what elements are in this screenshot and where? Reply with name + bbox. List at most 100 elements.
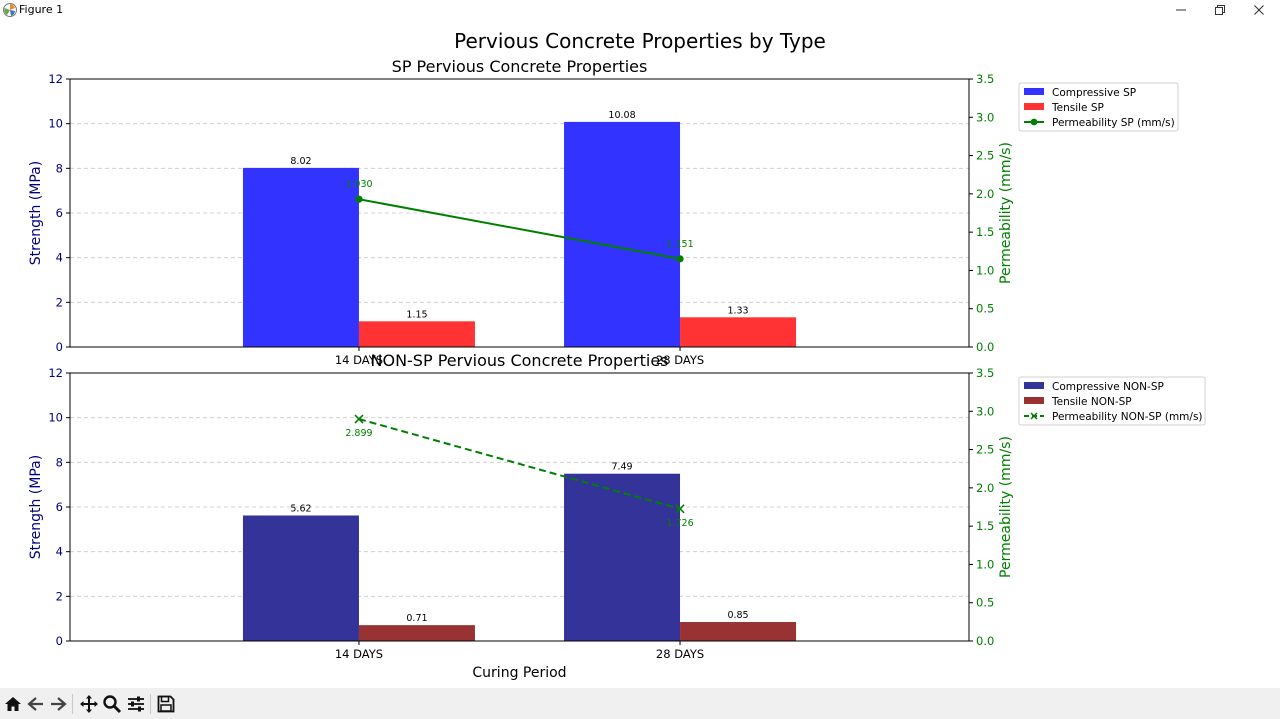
figure-suptitle: Pervious Concrete Properties by Type xyxy=(454,29,826,53)
bar-tensile-sp xyxy=(358,321,475,347)
permeability-marker xyxy=(355,195,363,203)
y-tick-label: 6 xyxy=(56,500,63,514)
y2-axis-label: Permeability (mm/s) xyxy=(998,142,1014,284)
restore-button[interactable] xyxy=(1200,0,1240,20)
legend-entry: Permeability NON-SP (mm/s) xyxy=(1052,411,1203,423)
back-icon xyxy=(27,697,43,711)
y-tick-label: 2 xyxy=(56,589,63,603)
permeability-value-label: 1.726 xyxy=(666,518,693,529)
legend-swatch xyxy=(1024,88,1044,95)
pan-button[interactable] xyxy=(78,693,100,715)
permeability-value-label: 2.899 xyxy=(345,428,372,439)
zoom-icon xyxy=(103,695,122,714)
bar-value-label: 1.15 xyxy=(406,309,427,320)
window-title: Figure 1 xyxy=(19,3,64,16)
y2-tick-label: 0.0 xyxy=(976,634,994,648)
y2-tick-label: 2.5 xyxy=(976,443,994,457)
close-button[interactable] xyxy=(1239,0,1279,20)
navigation-toolbar xyxy=(0,688,1280,719)
pan-icon xyxy=(80,695,98,713)
bar-value-label: 0.71 xyxy=(406,613,427,624)
y2-tick-label: 2.0 xyxy=(976,481,994,495)
legend-entry: Tensile SP xyxy=(1051,102,1104,114)
legend-box xyxy=(1018,82,1179,132)
y2-tick-label: 1.5 xyxy=(976,519,994,533)
bar-compressive-nonsp xyxy=(564,473,681,641)
bar-value-label: 1.33 xyxy=(727,305,748,316)
permeability-value-label: 1.930 xyxy=(345,179,372,190)
minimize-icon xyxy=(1176,9,1186,11)
legend-marker xyxy=(1030,118,1038,126)
restore-icon xyxy=(1215,5,1225,15)
y2-tick-label: 0.5 xyxy=(976,596,994,610)
x-tick-label: 28 DAYS xyxy=(656,647,704,661)
x-tick-label: 14 DAYS xyxy=(335,647,383,661)
bar-tensile-sp xyxy=(680,317,797,347)
close-icon xyxy=(1254,5,1264,15)
y2-tick-label: 1.0 xyxy=(976,557,994,571)
legend-marker xyxy=(1030,412,1038,420)
bar-tensile-nonsp xyxy=(680,622,797,641)
configure-subplots-button[interactable] xyxy=(125,693,147,715)
figure-svg: Pervious Concrete Properties by Type 8.02… xyxy=(28,29,1206,681)
bar-value-label: 5.62 xyxy=(290,503,311,514)
home-icon xyxy=(5,697,21,711)
legend-entry: Compressive SP xyxy=(1052,87,1136,99)
y2-tick-label: 3.5 xyxy=(976,366,994,380)
y-tick-label: 10 xyxy=(48,411,63,425)
x-tick-label: 28 DAYS xyxy=(656,353,704,367)
y2-tick-label: 2.0 xyxy=(976,187,994,201)
subplot-title-sp: SP Pervious Concrete Properties xyxy=(392,57,648,76)
bar-value-label: 0.85 xyxy=(727,610,748,621)
y-axis-label: Strength (MPa) xyxy=(28,161,44,265)
y-tick-label: 10 xyxy=(48,117,63,131)
y-tick-label: 4 xyxy=(56,545,63,559)
figure-canvas: Pervious Concrete Properties by Type 8.02… xyxy=(0,20,1280,688)
legend-swatch xyxy=(1024,382,1044,389)
bar-compressive-nonsp xyxy=(242,515,359,641)
legend-swatch xyxy=(1024,103,1044,110)
permeability-line-sp xyxy=(358,198,681,260)
y-tick-label: 8 xyxy=(56,161,63,175)
back-button[interactable] xyxy=(25,693,47,715)
toolbar-separator xyxy=(72,694,73,714)
matplotlib-logo-icon xyxy=(3,3,17,17)
y-tick-label: 6 xyxy=(56,206,63,220)
y-tick-label: 2 xyxy=(56,295,63,309)
bar-compressive-sp xyxy=(242,167,359,347)
y2-tick-label: 0.5 xyxy=(976,302,994,316)
minimize-button[interactable] xyxy=(1161,0,1201,20)
legend-box xyxy=(1018,376,1206,426)
window-titlebar: Figure 1 xyxy=(0,0,1280,20)
x-axis-label: Curing Period xyxy=(472,665,566,681)
bar-tensile-nonsp xyxy=(358,625,475,641)
y-tick-label: 12 xyxy=(48,72,63,86)
zoom-button[interactable] xyxy=(101,693,123,715)
y2-tick-label: 2.5 xyxy=(976,149,994,163)
y-tick-label: 0 xyxy=(56,340,63,354)
bar-compressive-sp xyxy=(564,121,681,347)
y2-tick-label: 1.0 xyxy=(976,263,994,277)
permeability-marker xyxy=(675,504,685,514)
toolbar-separator xyxy=(150,694,151,714)
y2-tick-label: 3.0 xyxy=(976,110,994,124)
y-tick-label: 12 xyxy=(48,366,63,380)
y2-axis-label: Permeability (mm/s) xyxy=(998,436,1014,578)
subplot-title-nonsp: NON-SP Pervious Concrete Properties xyxy=(371,351,669,370)
y-tick-label: 8 xyxy=(56,455,63,469)
y-tick-label: 4 xyxy=(56,251,63,265)
legend-entry: Compressive NON-SP xyxy=(1052,381,1164,393)
y2-tick-label: 3.5 xyxy=(976,72,994,86)
legend-entry: Permeability SP (mm/s) xyxy=(1052,117,1175,129)
permeability-line-nonsp xyxy=(358,418,681,510)
home-button[interactable] xyxy=(2,693,24,715)
forward-button[interactable] xyxy=(47,693,69,715)
configure-subplots-icon xyxy=(128,696,144,712)
y-axis-label: Strength (MPa) xyxy=(28,455,44,559)
bar-value-label: 8.02 xyxy=(290,156,311,167)
permeability-marker xyxy=(354,414,364,424)
forward-icon xyxy=(51,697,67,711)
save-button[interactable] xyxy=(155,693,177,715)
y2-tick-label: 0.0 xyxy=(976,340,994,354)
bar-value-label: 10.08 xyxy=(608,110,635,121)
